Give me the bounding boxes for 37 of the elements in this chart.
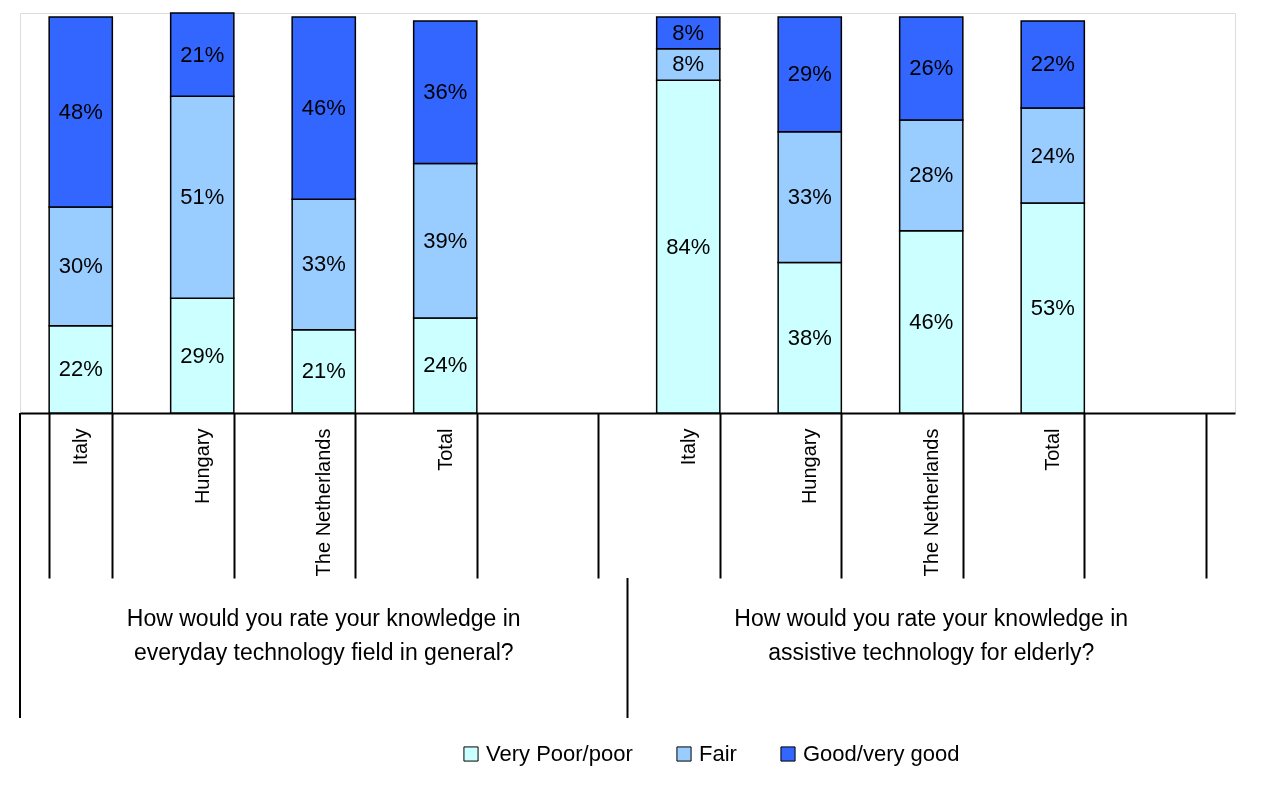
data-label: 21% [180, 41, 225, 67]
data-label: 8% [672, 19, 705, 45]
legend-label: Good/very good [803, 741, 960, 766]
data-label: 48% [58, 99, 103, 125]
x-tick-label: Hungary [798, 428, 821, 505]
text: How would you rate your knowledge in everyday technology field in general? [126, 605, 521, 665]
data-label: 51% [180, 184, 225, 210]
data-label: 21% [301, 358, 346, 384]
data-label: 39% [423, 227, 468, 253]
x-tick-label: Italy [676, 428, 699, 466]
x-tick-label: The Netherlands [312, 428, 335, 577]
data-label: 24% [1030, 142, 1075, 168]
legend-label: Very Poor/poor [486, 741, 633, 766]
data-label: 38% [787, 324, 832, 350]
x-tick-label: Hungary [190, 428, 213, 505]
legend-label: Fair [699, 741, 737, 766]
data-label: 8% [672, 51, 705, 77]
data-label: 46% [301, 95, 346, 121]
x-tick-label: Total [433, 428, 456, 471]
data-label: 28% [909, 162, 954, 188]
data-label: 29% [787, 61, 832, 87]
data-label: 36% [423, 79, 468, 105]
data-label: 29% [180, 342, 225, 368]
data-label: 22% [1030, 51, 1075, 77]
data-label: 30% [58, 253, 103, 279]
x-tick-label: Total [1041, 428, 1064, 471]
data-label: 33% [787, 184, 832, 210]
data-label: 24% [423, 352, 468, 378]
data-label: 53% [1030, 295, 1075, 321]
data-label: 84% [666, 233, 711, 259]
x-tick-label: Italy [69, 428, 92, 466]
data-label: 46% [909, 308, 954, 334]
data-label: 22% [58, 356, 103, 382]
data-label: 26% [909, 55, 954, 81]
x-tick-label: The Netherlands [919, 428, 942, 577]
text: How would you rate your knowledge in assistive technology for elderly? [734, 605, 1129, 665]
data-label: 33% [301, 251, 346, 277]
